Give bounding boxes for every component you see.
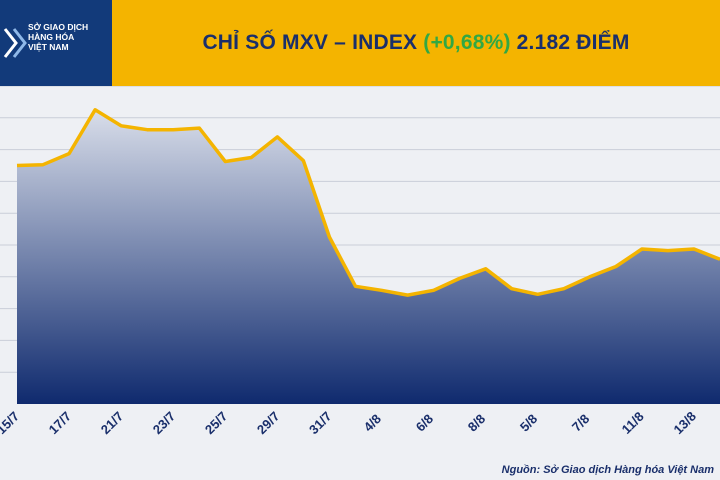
x-tick-label: 11/8: [619, 409, 647, 437]
index-area: [17, 109, 720, 405]
x-tick-label: 15/7: [0, 409, 22, 438]
x-tick-label: 25/7: [202, 409, 231, 438]
index-line: [16, 108, 720, 297]
title-value: 2.182 ĐIỂM: [516, 31, 630, 54]
x-tick-label: 17/7: [46, 409, 75, 438]
logo: SỞ GIAO DỊCH HÀNG HÓA VIỆT NAM: [0, 0, 112, 86]
x-tick-label: 29/7: [254, 409, 283, 438]
x-tick-label: 31/7: [306, 409, 335, 438]
logo-chevron-icon: [3, 28, 27, 58]
x-tick-label: 23/7: [150, 409, 179, 438]
x-tick-label: 5/8: [517, 411, 540, 434]
title-prefix: CHỈ SỐ MXV – INDEX: [202, 31, 418, 54]
source-note: Nguồn: Sở Giao dịch Hàng hóa Việt Nam: [501, 464, 714, 476]
title-change: (+0,68%): [423, 31, 511, 54]
x-tick-label: 4/8: [361, 411, 384, 434]
x-tick-label: 6/8: [413, 411, 436, 434]
x-tick-label: 7/8: [569, 411, 592, 434]
x-axis-ticks: 15/7 17/7 21/7 23/7 25/7 29/7 31/7 4/8 6/8 8/8 5/8…: [0, 409, 699, 438]
header-banner: SỞ GIAO DỊCH HÀNG HÓA VIỆT NAM CHỈ SỐ MX…: [0, 0, 720, 86]
x-tick-label: 13/8: [671, 409, 700, 438]
index-chart: 15/7 17/7 21/7 23/7 25/7 29/7 31/7 4/8 6/8 8/8 5/8…: [0, 86, 720, 438]
x-tick-label: 21/7: [98, 409, 127, 438]
logo-line2: HÀNG HÓA: [28, 32, 75, 42]
logo-line1: SỞ GIAO DỊCH: [28, 22, 89, 32]
page-title: CHỈ SỐ MXV – INDEX (+0,68%) 2.182 ĐIỂM: [112, 0, 720, 86]
logo-line3: VIỆT NAM: [28, 42, 69, 52]
x-tick-label: 8/8: [465, 411, 488, 434]
